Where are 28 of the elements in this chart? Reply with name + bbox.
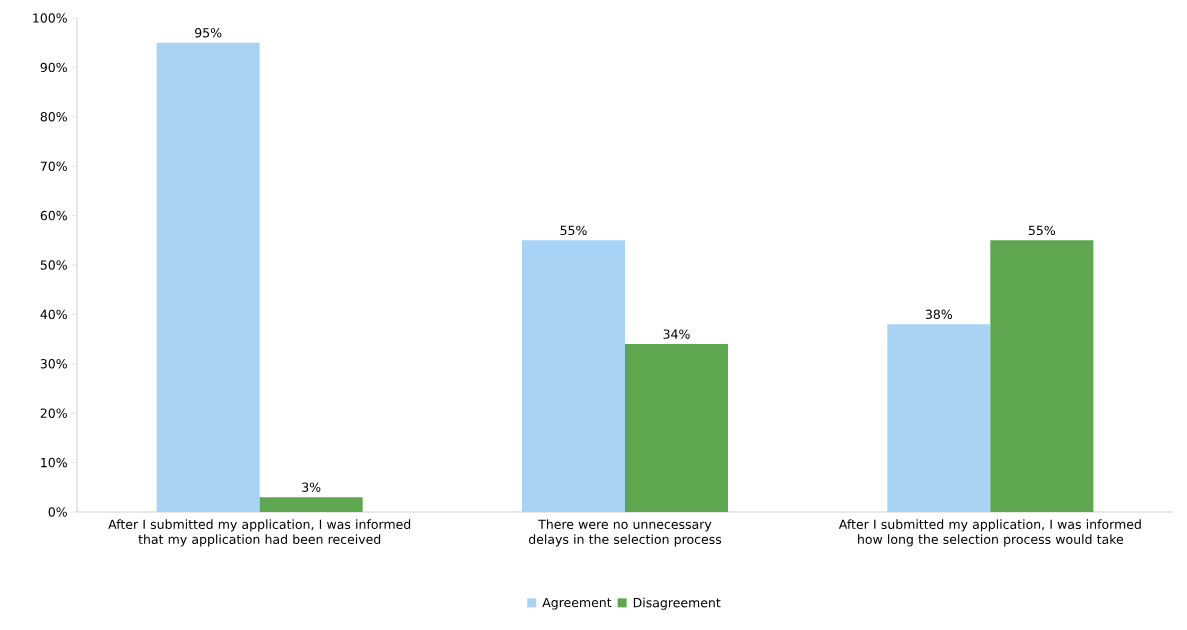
bar (259, 497, 363, 512)
data-label: 3% (302, 482, 321, 492)
y-tick-label: 0% (48, 507, 67, 517)
y-tick-label: 100% (33, 13, 67, 23)
bar (990, 240, 1094, 512)
data-label: 38% (925, 309, 952, 320)
data-label: 55% (1028, 225, 1056, 236)
data-label: 95% (195, 28, 222, 38)
legend-label: Disagreement (633, 597, 721, 610)
bar (887, 324, 991, 512)
y-tick-label: 90% (40, 62, 67, 73)
y-tick-label: 20% (40, 408, 67, 418)
x-tick-label: After I submitted my application, I was informed how long the selection process would take (838, 519, 1141, 547)
y-tick-label: 80% (40, 112, 67, 122)
bar (156, 42, 260, 512)
bar (521, 240, 625, 512)
data-label: 55% (560, 225, 587, 236)
legend-label: Agreement (542, 597, 612, 610)
x-tick-label: There were no unnecessary delays in the selection process (528, 519, 722, 547)
y-tick-label: 70% (40, 161, 67, 171)
y-tick-label: 60% (40, 210, 67, 221)
y-tick-label: 30% (40, 359, 67, 369)
y-tick-label: 50% (40, 260, 67, 270)
bar (624, 344, 729, 512)
y-tick-label: 10% (41, 457, 67, 468)
data-label: 34% (663, 329, 690, 339)
y-tick-label: 40% (40, 309, 67, 320)
x-tick-label: After I submitted my application, I was informed that my application had been received (108, 519, 411, 547)
